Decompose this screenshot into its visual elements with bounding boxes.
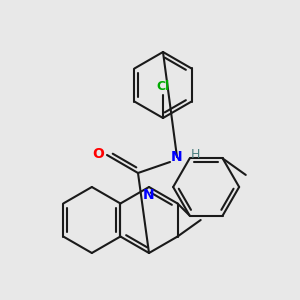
Text: H: H [190,148,200,161]
Text: N: N [143,188,155,202]
Text: O: O [92,147,104,161]
Text: Cl: Cl [156,80,170,93]
Text: N: N [171,150,183,164]
